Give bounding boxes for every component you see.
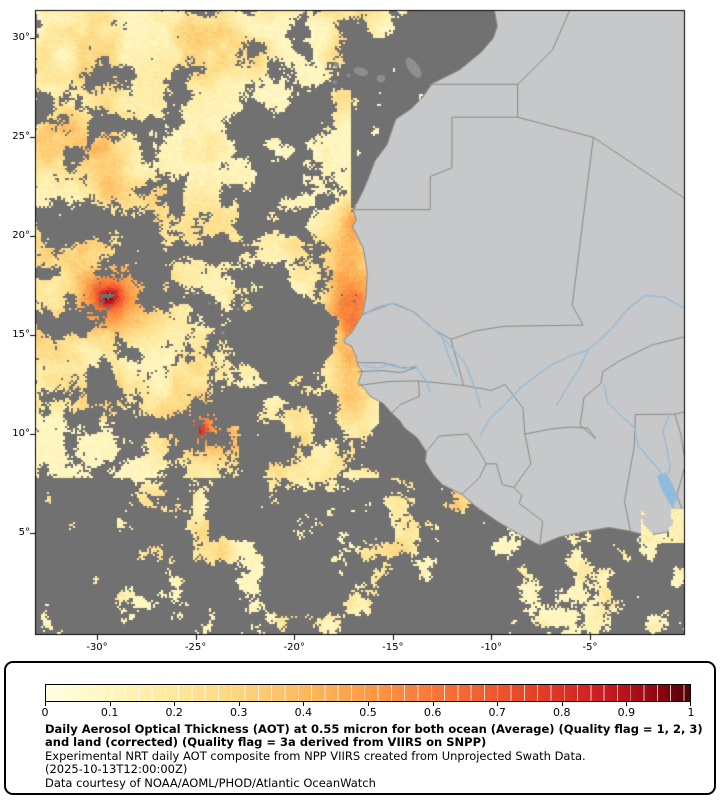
colorbar-tick-label: 0.4 [294,706,313,719]
colorbar-tick-label: 0.3 [230,706,248,719]
colorbar-tick-label: 1 [687,706,695,719]
colorbar-tick-label: 0 [41,706,49,719]
legend-caption: Daily Aerosol Optical Thickness (AOT) at… [45,722,713,790]
lon-tick-label: -30° [86,642,108,653]
map-canvas [0,0,720,660]
lat-tick-label: 10° [12,428,30,439]
colorbar-tick [238,702,240,706]
colorbar-tick [368,702,369,706]
colorbar-tick [174,702,176,706]
colorbar-tick [626,702,628,706]
colorbar-tick [561,702,563,706]
legend-credit: Data courtesy of NOAA/AOML/PHOD/Atlantic… [45,775,376,790]
legend-timestamp: (2025-10-13T12:00:00Z) [45,762,188,777]
colorbar-tick-label: 0.6 [423,706,442,719]
lat-tick-label: 5° [18,527,30,538]
lon-tick-label: -20° [283,642,305,653]
colorbar-tick [303,702,305,706]
colorbar-tick [432,702,434,706]
colorbar-tick-label: 0.7 [488,706,506,719]
lon-tick-label: -10° [480,642,503,653]
legend-title: Daily Aerosol Optical Thickness (AOT) at… [45,722,703,750]
colorbar [45,684,691,702]
lon-tick-label: -25° [184,642,207,653]
colorbar-wrap: 0 0.1 0.2 0.3 0.4 0.5 0.6 0.7 0.8 0.9 1 [42,684,695,719]
colorbar-tick-label: 0.8 [553,706,571,719]
lat-tick-label: 20° [12,230,30,241]
colorbar-tick [690,702,691,706]
colorbar-tick-label: 0.2 [165,706,183,719]
colorbar-tick [109,702,111,706]
lat-tick-label: 25° [12,131,30,142]
legend-line-composite: Experimental NRT daily AOT composite fro… [45,748,586,763]
lon-tick-label: -15° [382,642,404,653]
colorbar-tick-label: 0.5 [359,706,377,719]
colorbar-tick [45,702,46,706]
lat-tick-label: 30° [12,32,30,43]
lat-tick-label: 15° [12,329,30,340]
colorbar-tick-label: 0.9 [617,706,636,719]
lon-tick-label: -5° [582,642,598,653]
legend-panel: 0 0.1 0.2 0.3 0.4 0.5 0.6 0.7 0.8 0.9 1 Daily Aero… [4,661,716,795]
colorbar-tick [497,702,499,706]
colorbar-tick-label: 0.1 [100,706,119,719]
